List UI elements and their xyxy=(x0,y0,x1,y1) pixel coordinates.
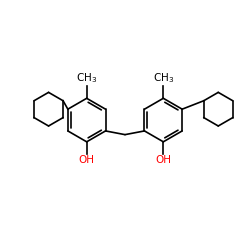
Text: OH: OH xyxy=(155,155,171,165)
Text: CH$_3$: CH$_3$ xyxy=(153,72,174,86)
Text: OH: OH xyxy=(79,155,95,165)
Text: CH$_3$: CH$_3$ xyxy=(76,72,97,86)
